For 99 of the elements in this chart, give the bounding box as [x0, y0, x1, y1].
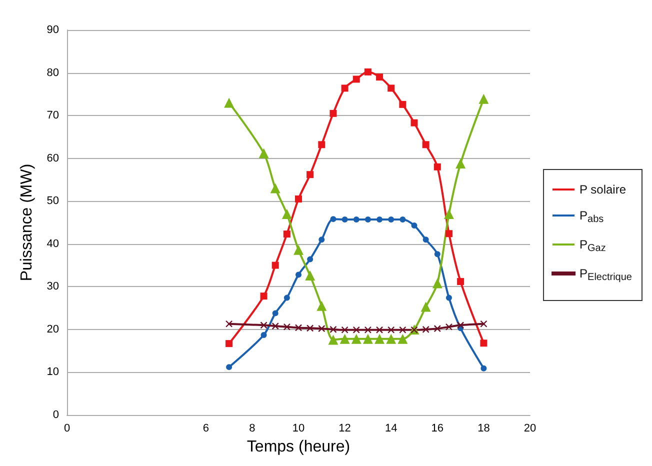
point: [225, 320, 233, 328]
point: [272, 322, 279, 330]
point: [318, 324, 326, 332]
point: [341, 326, 348, 334]
point: [318, 141, 326, 148]
point: [422, 236, 429, 243]
legend-label: P solaire: [580, 182, 626, 196]
point: [260, 292, 268, 300]
point: [283, 230, 290, 238]
point: [351, 334, 362, 344]
point: [270, 183, 280, 194]
point: [411, 222, 418, 228]
point: [457, 278, 464, 286]
point: [284, 294, 290, 301]
point: [480, 340, 488, 347]
point: [340, 334, 350, 344]
y-axis-title: Puissance (MW): [18, 164, 36, 282]
x-tick-label: 8: [249, 422, 256, 434]
point: [364, 68, 372, 76]
point: [341, 84, 348, 92]
point: [294, 324, 302, 332]
point: [432, 278, 442, 288]
point: [422, 326, 430, 334]
point: [388, 84, 395, 92]
y-tick-label: 90: [46, 24, 59, 36]
y-tick-label: 0: [52, 409, 59, 421]
point: [444, 208, 454, 219]
point: [478, 94, 489, 104]
point: [434, 163, 441, 170]
point: [226, 364, 232, 370]
point: [434, 324, 441, 332]
y-tick-label: 20: [46, 323, 59, 336]
point: [399, 326, 406, 334]
point: [400, 216, 406, 223]
point: [388, 216, 394, 223]
x-tick-label: 10: [292, 422, 305, 434]
point: [364, 216, 371, 223]
point: [352, 326, 360, 334]
point: [330, 216, 336, 222]
y-tick-label: 30: [46, 280, 59, 293]
point: [376, 74, 384, 81]
x-tick-label: 16: [431, 422, 444, 434]
point: [258, 148, 269, 158]
point: [376, 326, 384, 334]
point: [445, 323, 453, 330]
x-tick-label: 20: [524, 422, 536, 434]
point: [376, 216, 383, 223]
point: [352, 76, 360, 83]
point: [330, 110, 337, 117]
point: [420, 302, 431, 312]
point: [446, 294, 452, 301]
x-tick-label: 6: [202, 422, 209, 434]
point: [307, 256, 314, 262]
point: [283, 323, 291, 330]
y-tick-label: 40: [46, 238, 59, 250]
point: [306, 171, 314, 178]
point: [480, 365, 487, 372]
y-tick-label: 70: [46, 110, 59, 122]
point: [282, 208, 292, 219]
point: [272, 262, 279, 269]
point: [399, 100, 406, 108]
point: [296, 272, 302, 278]
y-tick-label: 80: [46, 66, 59, 79]
y-tick-label: 60: [46, 152, 59, 164]
y-tick-label: 10: [46, 366, 59, 378]
point: [295, 195, 302, 202]
point: [456, 322, 464, 329]
point: [398, 334, 408, 344]
x-tick-label: 0: [64, 422, 70, 434]
point: [318, 236, 325, 243]
x-tick-label: 14: [384, 422, 398, 434]
point: [260, 322, 268, 329]
point: [456, 158, 466, 168]
point: [353, 216, 360, 223]
point: [226, 340, 233, 348]
point: [342, 216, 348, 223]
y-tick-label: 50: [46, 195, 59, 208]
point: [388, 326, 395, 334]
point: [480, 320, 488, 328]
point: [272, 310, 278, 316]
point: [386, 334, 396, 344]
point: [294, 244, 304, 255]
point: [224, 98, 234, 108]
x-tick-label: 12: [338, 422, 351, 434]
x-axis-title: Temps (heure): [246, 438, 350, 456]
point: [316, 300, 327, 311]
point: [328, 334, 338, 345]
point: [434, 251, 440, 258]
point: [330, 326, 337, 334]
point: [374, 334, 385, 344]
point: [364, 326, 372, 334]
point: [306, 324, 314, 332]
point: [410, 119, 418, 126]
point: [305, 270, 316, 281]
point: [445, 230, 452, 238]
point: [422, 141, 430, 148]
x-tick-label: 18: [478, 422, 490, 434]
point: [260, 332, 267, 338]
point: [362, 334, 373, 344]
